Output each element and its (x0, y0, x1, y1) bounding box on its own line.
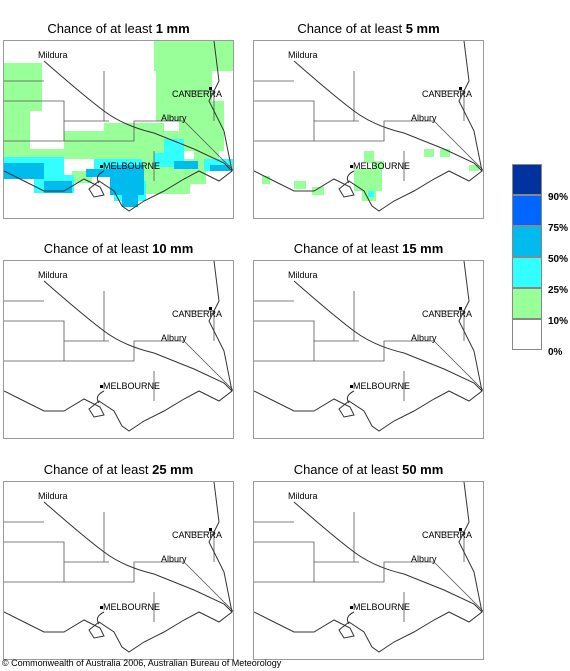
label-canberra: CANBERRA (422, 530, 472, 540)
map-5mm: Mildura CANBERRA Albury MELBOURNE (253, 40, 484, 219)
coastline (4, 261, 233, 432)
label-mildura: Mildura (288, 491, 318, 501)
label-canberra: CANBERRA (422, 89, 472, 99)
map-25mm: Mildura CANBERRA Albury MELBOURNE (3, 481, 234, 660)
melbourne-marker (350, 606, 353, 609)
coastline (254, 482, 483, 653)
label-canberra: CANBERRA (172, 89, 222, 99)
label-albury: Albury (161, 554, 187, 564)
legend-swatch-25 (512, 257, 542, 288)
panel-title: Chance of at least 50 mm (293, 462, 444, 477)
label-albury: Albury (411, 333, 437, 343)
coastline (254, 261, 483, 432)
legend-label-90: 90% (548, 192, 569, 203)
label-melbourne: MELBOURNE (103, 161, 160, 171)
canberra-marker (209, 307, 212, 310)
panel-title: Chance of at least 5 mm (297, 21, 440, 36)
coastline (4, 482, 233, 653)
label-albury: Albury (161, 113, 187, 123)
copyright-notice: © Commonwealth of Australia 2006, Austra… (2, 658, 282, 668)
legend-swatch-10 (512, 288, 542, 319)
label-mildura: Mildura (288, 270, 318, 280)
label-mildura: Mildura (38, 491, 68, 501)
legend-swatch-50 (512, 226, 542, 257)
label-melbourne: MELBOURNE (103, 381, 160, 391)
legend-label-10: 10% (548, 316, 569, 327)
melbourne-marker (350, 385, 353, 388)
label-mildura: Mildura (288, 50, 318, 60)
legend-label-25: 25% (548, 285, 569, 296)
label-melbourne: MELBOURNE (353, 161, 410, 171)
boundaries (4, 71, 233, 181)
label-canberra: CANBERRA (422, 309, 472, 319)
label-mildura: Mildura (38, 270, 68, 280)
canberra-marker (459, 307, 462, 310)
label-albury: Albury (411, 554, 437, 564)
legend-swatch-75 (512, 195, 542, 226)
legend-swatch-0 (512, 319, 542, 350)
panel-title: Chance of at least 25 mm (43, 462, 194, 477)
melbourne-marker (100, 385, 103, 388)
map-15mm: Mildura CANBERRA Albury MELBOURNE (253, 260, 484, 439)
canberra-marker (459, 528, 462, 531)
melbourne-marker (100, 606, 103, 609)
map-10mm: Mildura CANBERRA Albury MELBOURNE (3, 260, 234, 439)
label-albury: Albury (161, 333, 187, 343)
canberra-marker (459, 87, 462, 90)
label-melbourne: MELBOURNE (353, 381, 410, 391)
canberra-marker (209, 87, 212, 90)
map-50mm: Mildura CANBERRA Albury MELBOURNE (253, 481, 484, 660)
coastline (4, 41, 233, 212)
panel-title: Chance of at least 1 mm (47, 21, 190, 36)
label-canberra: CANBERRA (172, 530, 222, 540)
panel-title: Chance of at least 10 mm (43, 241, 194, 256)
panel-title: Chance of at least 15 mm (293, 241, 444, 256)
label-albury: Albury (411, 113, 437, 123)
legend-label-75: 75% (548, 223, 569, 234)
label-mildura: Mildura (38, 50, 68, 60)
rain-shading (4, 41, 233, 207)
legend-label-0: 0% (548, 347, 563, 358)
label-melbourne: MELBOURNE (353, 602, 410, 612)
label-melbourne: MELBOURNE (103, 602, 160, 612)
legend-swatch-90 (512, 164, 542, 195)
legend-label-50: 50% (548, 254, 569, 265)
label-canberra: CANBERRA (172, 309, 222, 319)
canberra-marker (209, 528, 212, 531)
coastline (254, 41, 483, 212)
melbourne-marker (350, 165, 353, 168)
map-1mm: Mildura CANBERRA Albury MELBOURNE (3, 40, 234, 219)
rain-shading-cyan (368, 191, 374, 197)
melbourne-marker (100, 165, 103, 168)
